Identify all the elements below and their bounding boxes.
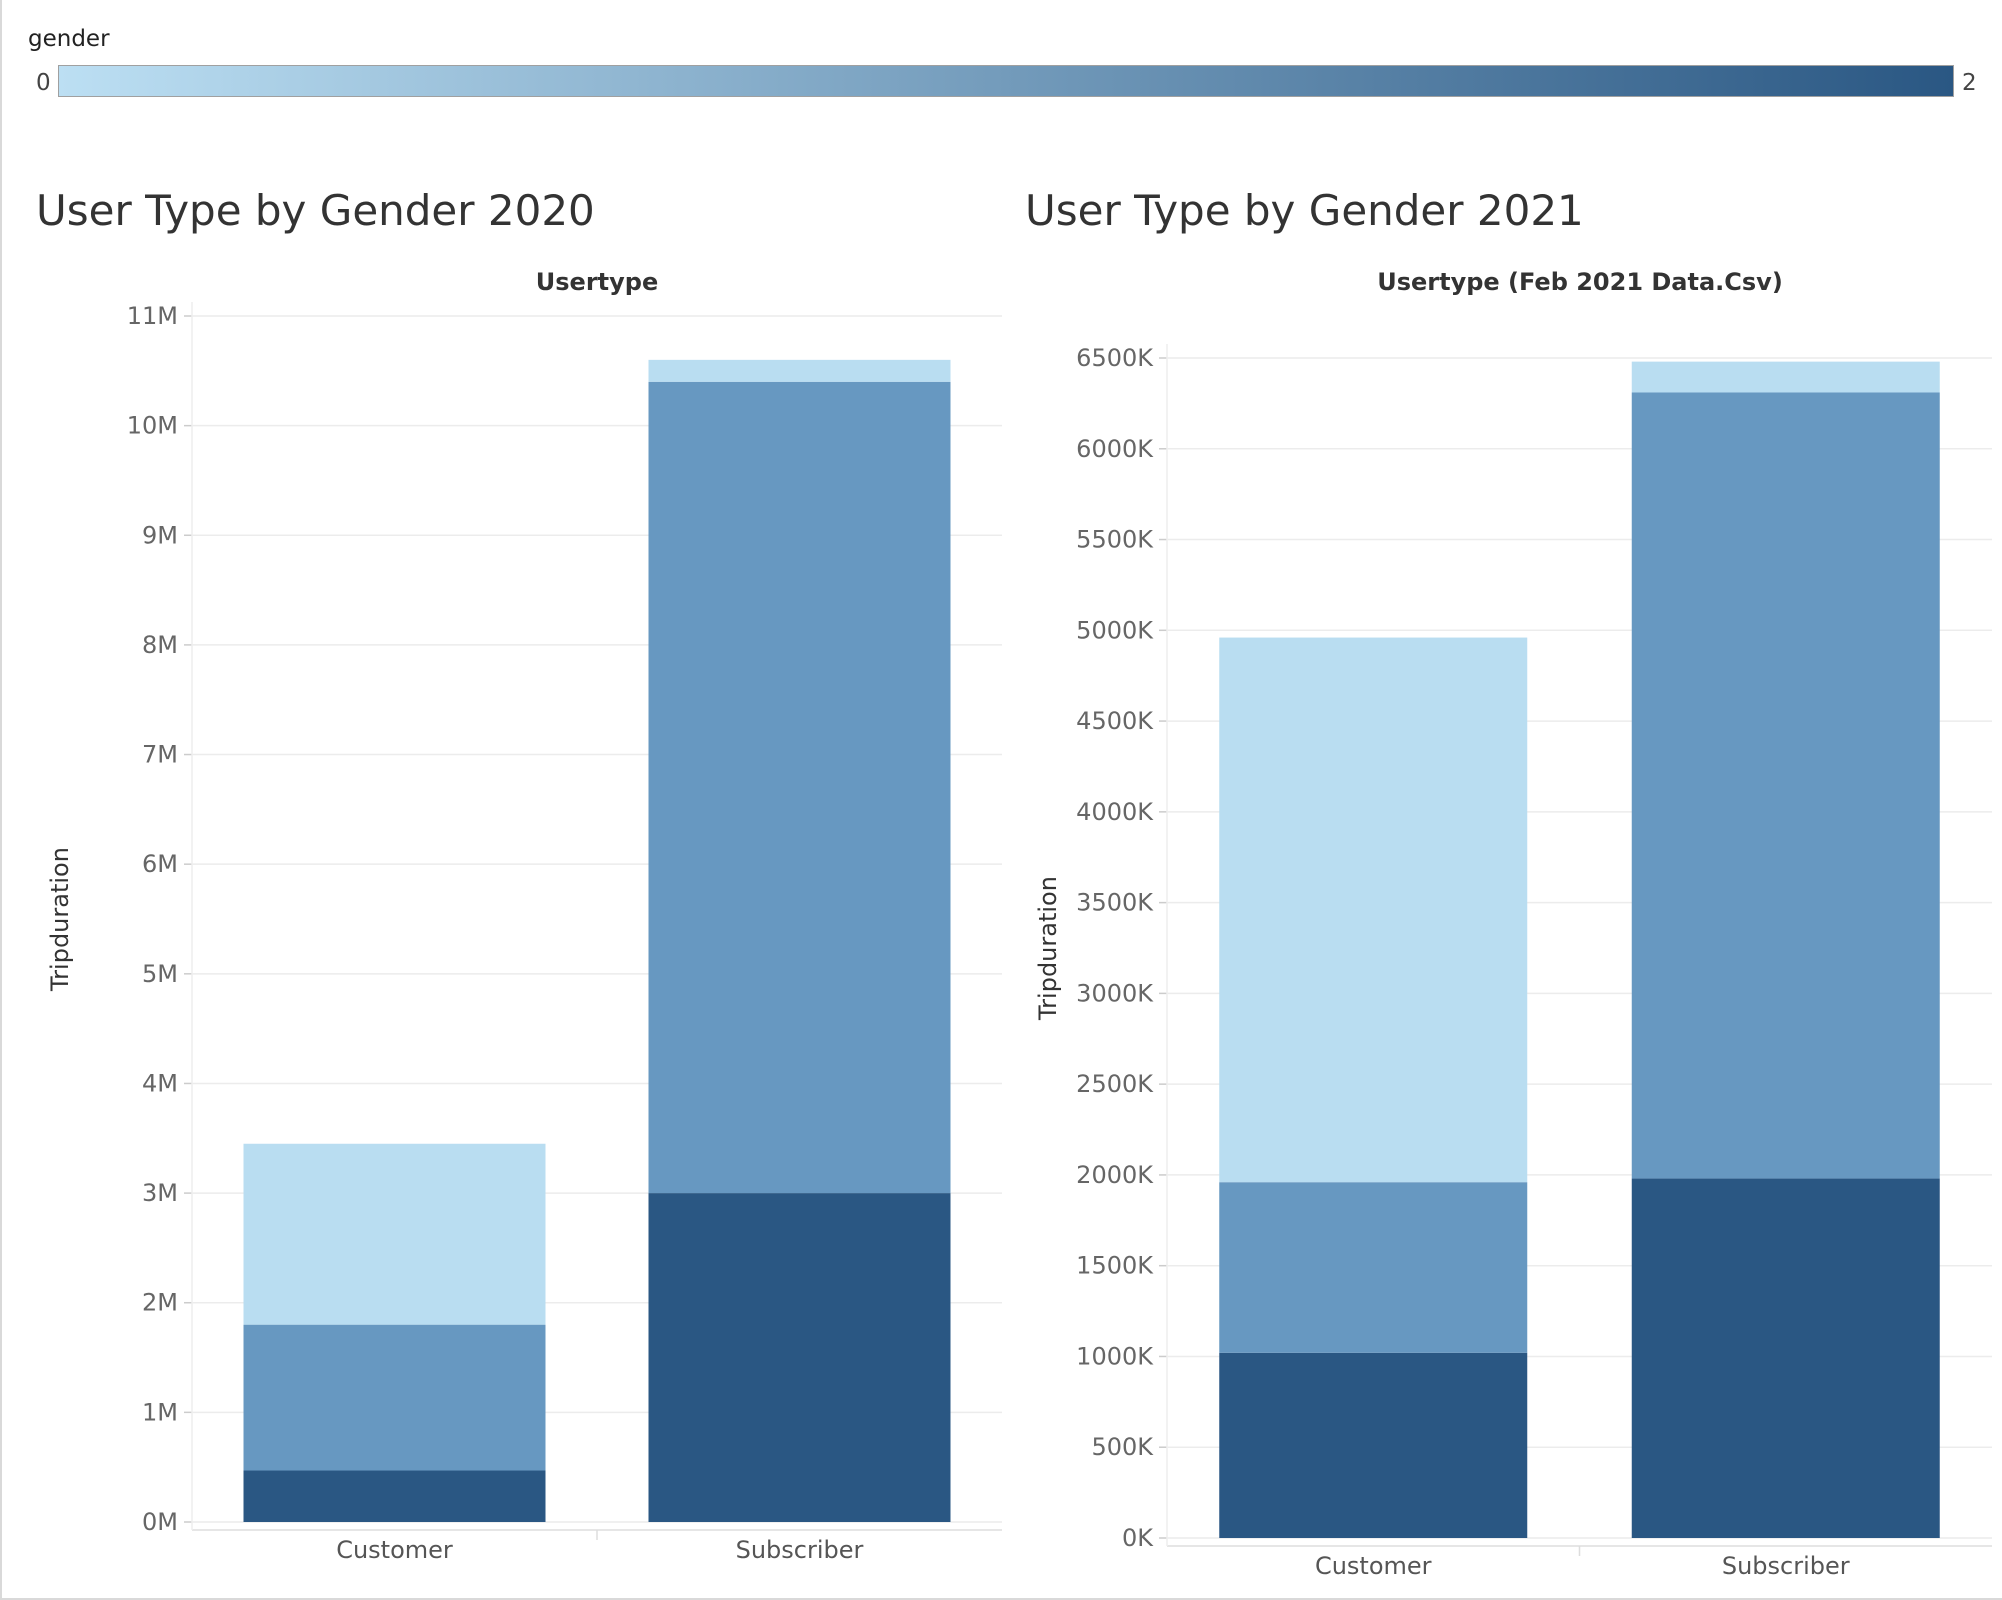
y-tick-label: 500K <box>1091 1433 1154 1461</box>
y-tick-label: 3000K <box>1076 979 1154 1007</box>
x-category-label: Subscriber <box>736 1536 864 1564</box>
column-header-chart-1: Usertype (Feb 2021 Data.Csv) <box>1377 268 1783 296</box>
y-tick-label: 4500K <box>1076 707 1154 735</box>
legend-min-label: 0 <box>36 70 51 96</box>
y-tick-label: 5000K <box>1076 616 1154 644</box>
y-tick-label: 2500K <box>1076 1070 1154 1098</box>
bar-subscriber-gender-1[interactable] <box>1631 392 1940 1179</box>
chart-title-2021: User Type by Gender 2021 <box>1025 186 1584 235</box>
x-category-label: Subscriber <box>1722 1552 1850 1580</box>
y-tick-label: 10M <box>127 412 178 440</box>
legend-title: gender <box>28 26 110 52</box>
bar-customer-gender-1[interactable] <box>243 1324 546 1471</box>
bottom-divider <box>2 1598 2002 1600</box>
y-tick-label: 6500K <box>1076 344 1154 372</box>
y-tick-label: 4M <box>142 1069 178 1097</box>
bar-customer-gender-2[interactable] <box>243 1470 546 1522</box>
bar-customer-gender-1[interactable] <box>1219 1182 1528 1353</box>
chart-title-2020: User Type by Gender 2020 <box>36 186 595 235</box>
y-axis-label: Tripduration <box>1034 876 1062 1021</box>
x-category-label: Customer <box>1315 1552 1432 1580</box>
column-header-chart-0: Usertype <box>536 268 658 296</box>
y-tick-label: 1500K <box>1076 1252 1154 1280</box>
y-tick-label: 6M <box>142 850 178 878</box>
y-tick-label: 11M <box>127 302 178 330</box>
bar-subscriber-gender-2[interactable] <box>648 1193 951 1522</box>
bar-subscriber-gender-2[interactable] <box>1631 1178 1940 1538</box>
y-tick-label: 2000K <box>1076 1161 1154 1189</box>
bar-customer-gender-0[interactable] <box>1219 637 1528 1183</box>
y-axis-label: Tripduration <box>46 847 74 992</box>
y-tick-label: 7M <box>142 741 178 769</box>
bar-subscriber-gender-0[interactable] <box>1631 361 1940 393</box>
y-tick-label: 3500K <box>1076 889 1154 917</box>
y-tick-label: 0M <box>142 1508 178 1536</box>
y-tick-label: 1M <box>142 1398 178 1426</box>
legend-max-label: 2 <box>1962 70 1977 96</box>
y-tick-label: 6000K <box>1076 435 1154 463</box>
y-tick-label: 5M <box>142 960 178 988</box>
y-tick-label: 5500K <box>1076 526 1154 554</box>
y-tick-label: 0K <box>1122 1524 1154 1552</box>
y-tick-label: 1000K <box>1076 1342 1154 1370</box>
y-tick-label: 9M <box>142 521 178 549</box>
y-tick-label: 2M <box>142 1289 178 1317</box>
bar-customer-gender-2[interactable] <box>1219 1352 1528 1538</box>
bar-subscriber-gender-0[interactable] <box>648 359 951 382</box>
y-tick-label: 3M <box>142 1179 178 1207</box>
bar-subscriber-gender-1[interactable] <box>648 381 951 1194</box>
y-tick-label: 4000K <box>1076 798 1154 826</box>
color-legend-gradient[interactable] <box>58 65 1954 97</box>
x-category-label: Customer <box>336 1536 453 1564</box>
y-tick-label: 8M <box>142 631 178 659</box>
bar-customer-gender-0[interactable] <box>243 1143 546 1325</box>
